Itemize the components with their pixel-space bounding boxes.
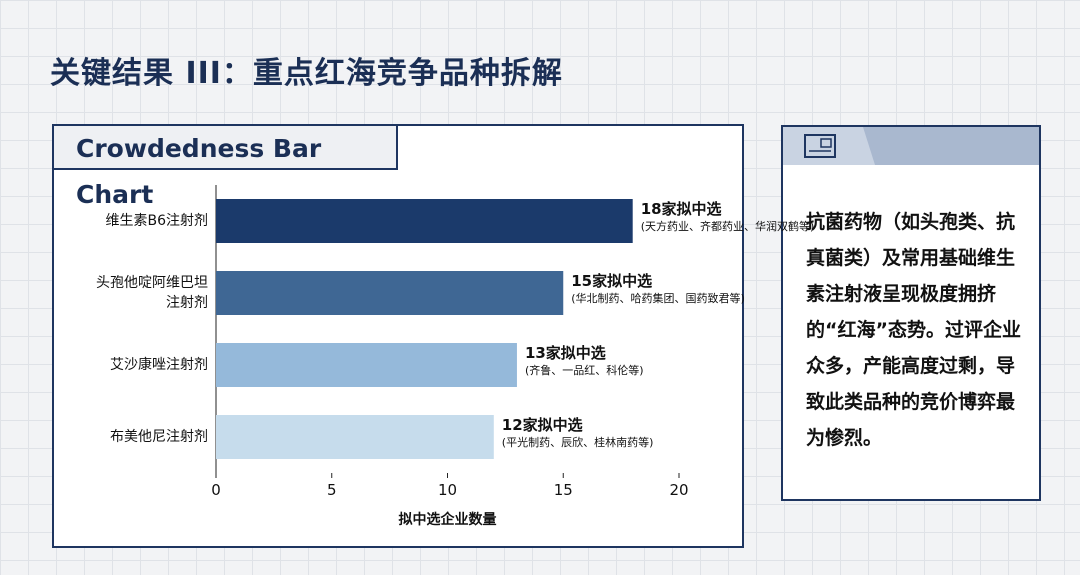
x-tick-label: 5 [327,481,337,499]
value-note: (天方药业、齐都药业、华润双鹤等) [640,220,815,233]
value-note: (华北制药、哈药集团、国药致君等) [571,292,745,305]
bar [216,343,517,387]
x-tick-label: 15 [554,481,573,499]
panel-icon [804,127,1039,165]
x-tick-label: 10 [438,481,457,499]
bar [216,415,494,459]
x-axis-label: 拟中选企业数量 [399,511,497,528]
y-tick-label: 艾沙康唑注射剂 [110,357,208,373]
x-tick-label: 20 [669,481,688,499]
panel-header [783,127,1039,165]
value-text: 13家拟中选 [524,344,606,362]
value-label: 18家拟中选 (天方药业、齐都药业、华润双鹤等) [641,199,841,234]
value-note: (齐鲁、一品红、科伦等) [524,364,644,377]
x-tick-label: 0 [211,481,221,499]
value-text: 12家拟中选 [501,416,583,434]
page-title: 关键结果 III：重点红海竞争品种拆解 [50,56,563,91]
value-label: 13家拟中选 (齐鲁、一品红、科伦等) [525,343,725,378]
value-label: 12家拟中选 (平光制药、辰欣、桂林南药等) [502,415,702,450]
value-label: 15家拟中选 (华北制药、哈药集团、国药致君等) [571,271,771,306]
y-tick-label: 布美他尼注射剂 [110,429,208,445]
value-note: (平光制药、辰欣、桂林南药等) [501,436,654,449]
value-text: 18家拟中选 [640,200,722,218]
bar [216,271,564,315]
y-tick-label: 头孢他啶阿维巴坦注射剂 [96,275,208,311]
insight-panel [781,125,1041,501]
y-tick-label: 维生素B6注射剂 [105,213,208,229]
panel-text: 抗菌药物（如头孢类、抗真菌类）及常用基础维生素注射液呈现极度拥挤的“红海”态势。… [806,211,1021,449]
chart-panel [52,124,744,548]
chart-title: Crowdedness Bar Chart [52,124,398,209]
bar [216,199,633,243]
value-text: 15家拟中选 [571,272,653,290]
